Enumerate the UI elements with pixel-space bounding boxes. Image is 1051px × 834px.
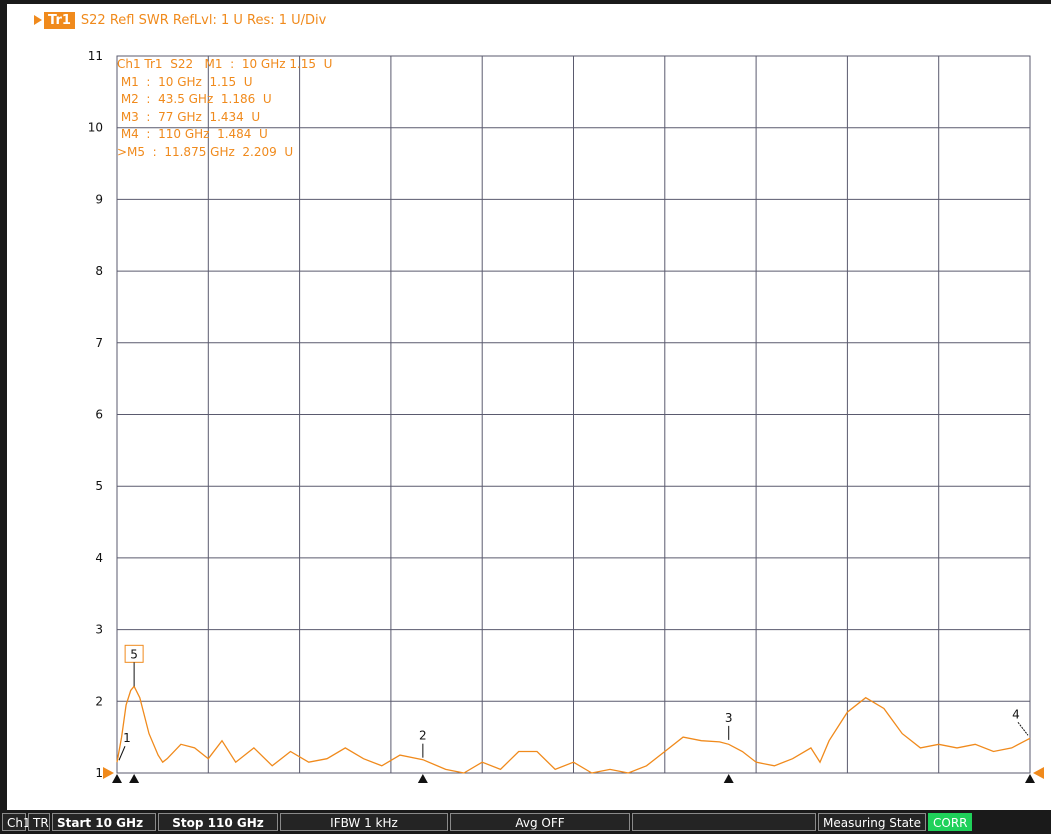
axis-marker-triangle-4 bbox=[1025, 774, 1035, 783]
axis-marker-triangle-2 bbox=[417, 774, 428, 783]
channel-indicator[interactable]: Ch1 bbox=[2, 813, 31, 831]
plot-grid bbox=[116, 55, 1031, 774]
ifbw-setting[interactable]: IFBW 1 kHz bbox=[280, 813, 448, 831]
axis-marker-triangle-3 bbox=[723, 774, 734, 783]
y-tick-label: 3 bbox=[95, 623, 103, 637]
axis-marker-triangles bbox=[103, 767, 1044, 783]
trace-tag[interactable]: Tr1 bbox=[44, 11, 75, 29]
measuring-state: Measuring State bbox=[818, 813, 926, 831]
y-tick-label: 5 bbox=[95, 479, 103, 493]
y-tick-label: 1 bbox=[95, 766, 103, 780]
marker-line-m4: M4 : 110 GHz 1.484 U bbox=[117, 127, 268, 141]
marker-label-4: 4 bbox=[1012, 707, 1020, 721]
marker-label-3: 3 bbox=[725, 711, 733, 725]
trace-info: S22 Refl SWR RefLvl: 1 U Res: 1 U/Div bbox=[80, 12, 327, 28]
y-tick-label: 8 bbox=[95, 264, 103, 278]
trace-line bbox=[116, 685, 1031, 774]
y-tick-label: 7 bbox=[95, 336, 103, 350]
mode-indicator[interactable]: TR bbox=[28, 813, 50, 831]
start-frequency[interactable]: Start 10 GHz bbox=[52, 813, 156, 831]
marker-summary: Ch1 Tr1 S22 M1 : 10 GHz 1.15 U bbox=[117, 57, 333, 71]
trace-1 bbox=[116, 685, 1031, 774]
marker-label-5: 5 bbox=[130, 647, 138, 661]
ref-level-left-arrow-icon bbox=[103, 767, 114, 779]
status-bar: Ch1 TR Start 10 GHz Stop 110 GHz IFBW 1 … bbox=[0, 810, 1051, 834]
y-tick-labels: 1 2 3 4 5 6 7 8 9 10 11 bbox=[88, 49, 103, 780]
marker-line-m1: M1 : 10 GHz 1.15 U bbox=[117, 74, 253, 89]
y-tick-label: 10 bbox=[88, 121, 103, 135]
active-trace-arrow-icon bbox=[34, 15, 42, 25]
axis-marker-triangle-5 bbox=[129, 774, 140, 783]
y-tick-label: 11 bbox=[88, 49, 103, 63]
marker-line-m3: M3 : 77 GHz 1.434 U bbox=[117, 109, 261, 124]
y-tick-label: 9 bbox=[95, 192, 103, 206]
marker-line-m2: M2 : 43.5 GHz 1.186 U bbox=[117, 92, 272, 106]
marker-readout: Ch1 Tr1 S22 M1 : 10 GHz 1.15 U M1 : 10 G… bbox=[117, 56, 332, 161]
marker-line-m5: >M5 : 11.875 GHz 2.209 U bbox=[117, 144, 294, 159]
trace-markers: 1 2 3 4 5 bbox=[118, 644, 1029, 761]
marker-label-1: 1 bbox=[123, 731, 131, 745]
ref-level-right-arrow-icon bbox=[1033, 767, 1044, 779]
correction-indicator[interactable]: CORR bbox=[928, 813, 972, 831]
averaging-setting[interactable]: Avg OFF bbox=[450, 813, 630, 831]
stop-frequency[interactable]: Stop 110 GHz bbox=[158, 813, 278, 831]
y-tick-label: 2 bbox=[95, 694, 103, 708]
y-tick-label: 4 bbox=[95, 551, 103, 565]
marker-stem bbox=[1017, 721, 1029, 736]
trace-header: Tr1 S22 Refl SWR RefLvl: 1 U Res: 1 U/Di… bbox=[34, 10, 326, 30]
y-tick-label: 6 bbox=[95, 408, 103, 422]
status-spacer bbox=[632, 813, 816, 831]
axis-marker-triangle-1 bbox=[112, 774, 122, 783]
marker-label-2: 2 bbox=[419, 729, 427, 743]
marker-stem bbox=[118, 746, 126, 761]
